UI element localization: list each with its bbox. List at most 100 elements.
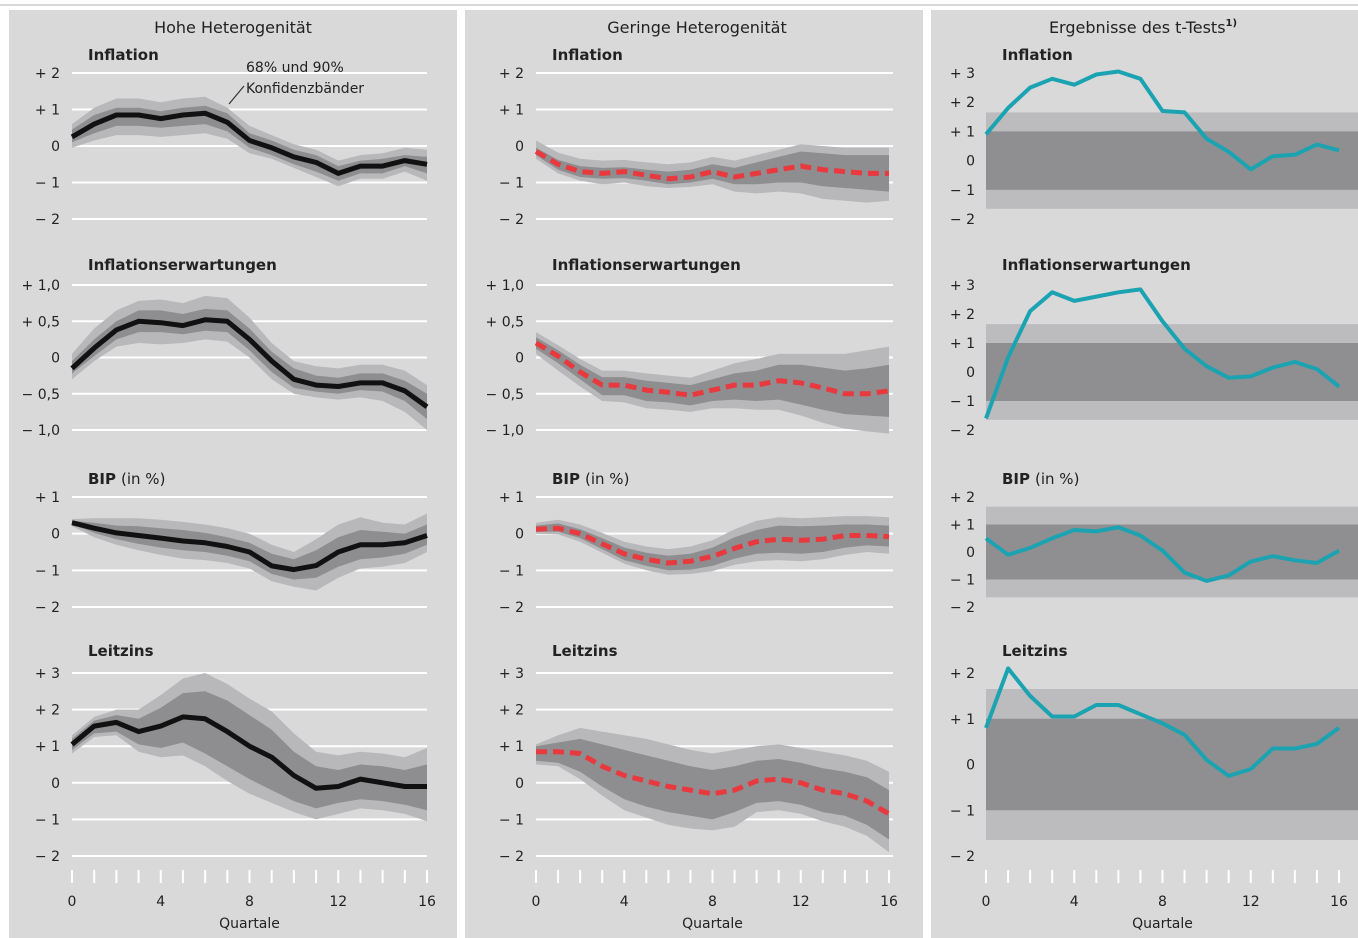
y-tick-label: + 1,0	[486, 278, 524, 294]
x-axis-title: Quartale	[682, 916, 743, 932]
y-tick-label: + 1	[499, 739, 524, 755]
x-axis-title: Quartale	[219, 916, 280, 932]
y-tick-label: + 2	[499, 703, 524, 719]
y-tick-label: 0	[515, 527, 524, 543]
x-tick-label: 12	[1242, 894, 1260, 910]
y-tick-label: − 1	[35, 563, 60, 579]
chart-geringe-heterogenitaet-leitzins: Leitzins + 3 + 2 + 1 0 − 1 − 2	[499, 642, 893, 865]
chart-hohe-heterogenitaet-bip: BIP (in %) + 1 0 − 1 − 2	[35, 470, 428, 616]
y-tick-label: + 1	[35, 490, 60, 506]
y-tick-label: − 2	[950, 212, 975, 228]
chart-title-geringe-heterogenitaet-inflationserwartungen: Inflationserwartungen	[552, 256, 741, 274]
y-tick-label: + 2	[35, 66, 60, 82]
t-statistic-line-ergebnisse-des-t-tests-leitzins	[984, 666, 1341, 778]
x-tick-label: 16	[418, 894, 436, 910]
y-tick-label: 0	[966, 154, 975, 170]
y-tick-label: 0	[51, 527, 60, 543]
x-tick-label: 12	[792, 894, 810, 910]
chart-geringe-heterogenitaet-inflationserwartungen: Inflationserwartungen + 1,0 + 0,5 0 − 0,5 − 1…	[486, 256, 893, 439]
y-tick-label: + 3	[499, 666, 524, 682]
y-tick-label: + 2	[35, 703, 60, 719]
y-tick-label: 0	[966, 545, 975, 561]
y-tick-label: − 1	[950, 183, 975, 199]
panel-title-geringe-heterogenitaet: Geringe Heterogenität	[607, 18, 786, 37]
y-tick-label: − 1	[950, 573, 975, 589]
x-tick-label: 16	[880, 894, 898, 910]
y-tick-label: − 1	[950, 803, 975, 819]
chart-title-ergebnisse-des-t-tests-inflation: Inflation	[1002, 46, 1073, 64]
median-response-line-hohe-heterogenitaet-inflation	[70, 110, 428, 176]
y-tick-label: − 0,5	[486, 387, 524, 403]
y-tick-label: − 0,5	[22, 387, 60, 403]
chart-title-ergebnisse-des-t-tests-bip: BIP (in %)	[1002, 470, 1079, 488]
y-tick-label: + 1	[35, 739, 60, 755]
y-tick-label: − 1	[499, 176, 524, 192]
x-tick-label: 16	[1330, 894, 1348, 910]
panel-title-t-tests: Ergebnisse des t-Tests1)	[1049, 18, 1237, 37]
y-tick-label: + 1,0	[22, 278, 60, 294]
confidence-band-68-geringe-heterogenitaet-leitzins	[536, 738, 889, 840]
x-axis-hohe-heterogenitaet: 0 4 8 12 16 Quartale	[68, 870, 436, 932]
y-tick-label: − 2	[950, 600, 975, 616]
y-tick-label: + 3	[950, 278, 975, 294]
y-tick-label: + 1	[950, 518, 975, 534]
y-tick-label: + 3	[950, 66, 975, 82]
x-tick-label: 0	[982, 894, 991, 910]
significance-band-68-ergebnisse-des-t-tests-bip	[986, 524, 1358, 580]
chart-ergebnisse-des-t-tests-inflation: Inflation + 3 + 2 + 1 0 − 1 − 2	[950, 46, 1358, 228]
chart-geringe-heterogenitaet-inflation: Inflation + 2 + 1 0 − 1 − 2	[499, 46, 893, 228]
chart-ergebnisse-des-t-tests-leitzins: Leitzins + 2 + 1 0 − 1 − 2	[950, 642, 1358, 865]
confidence-band-68-geringe-heterogenitaet-inflation	[536, 147, 889, 192]
chart-title-hohe-heterogenitaet-bip: BIP (in %)	[88, 470, 165, 488]
x-tick-label: 4	[156, 894, 165, 910]
y-tick-label: − 2	[950, 423, 975, 439]
chart-title-hohe-heterogenitaet-inflation: Inflation	[88, 46, 159, 64]
y-tick-label: 0	[515, 351, 524, 367]
chart-title-ergebnisse-des-t-tests-inflationserwartungen: Inflationserwartungen	[1002, 256, 1191, 274]
y-tick-label: − 2	[35, 212, 60, 228]
chart-geringe-heterogenitaet-bip: BIP (in %) + 1 0 − 1 − 2	[499, 470, 893, 616]
panel-title-hohe-heterogenitaet: Hohe Heterogenität	[154, 18, 312, 37]
y-tick-label: − 1	[499, 812, 524, 828]
y-tick-label: − 1	[35, 176, 60, 192]
confidence-band-68-geringe-heterogenitaet-inflationserwartungen	[536, 337, 889, 417]
annotation-leader-line	[228, 85, 245, 105]
x-axis-ergebnisse-des-t-tests: 0 4 8 12 16 Quartale	[982, 870, 1348, 932]
y-tick-label: − 2	[950, 849, 975, 865]
y-tick-label: − 2	[35, 849, 60, 865]
chart-hohe-heterogenitaet-inflationserwartungen: Inflationserwartungen + 1,0 + 0,5 0 − 0,5 − 1…	[22, 256, 429, 439]
x-tick-label: 4	[1070, 894, 1079, 910]
median-response-line-hohe-heterogenitaet-inflationserwartungen	[70, 317, 429, 409]
y-tick-label: 0	[966, 365, 975, 381]
y-tick-label: + 1	[499, 490, 524, 506]
significance-band-68-ergebnisse-des-t-tests-inflationserwartungen	[986, 343, 1358, 401]
median-response-line-geringe-heterogenitaet-inflationserwartungen	[534, 340, 890, 398]
y-tick-label: + 2	[499, 66, 524, 82]
y-tick-label: − 2	[499, 600, 524, 616]
chart-ergebnisse-des-t-tests-inflationserwartungen: Inflationserwartungen + 3 + 2 + 1 0 − 1 − 2	[950, 256, 1358, 439]
x-tick-label: 0	[68, 894, 77, 910]
y-tick-label: 0	[515, 139, 524, 155]
x-tick-label: 8	[708, 894, 717, 910]
chart-title-geringe-heterogenitaet-leitzins: Leitzins	[552, 642, 618, 660]
confidence-band-68-hohe-heterogenitaet-leitzins	[72, 691, 427, 811]
chart-title-ergebnisse-des-t-tests-leitzins: Leitzins	[1002, 642, 1068, 660]
chart-title-hohe-heterogenitaet-leitzins: Leitzins	[88, 642, 154, 660]
median-response-line-hohe-heterogenitaet-leitzins	[70, 714, 427, 791]
significance-band-68-ergebnisse-des-t-tests-inflation	[986, 131, 1358, 190]
y-tick-label: + 1	[950, 336, 975, 352]
annotation-confidence-bands-line2: Konfidenzbänder	[246, 81, 364, 97]
t-statistic-line-ergebnisse-des-t-tests-inflation	[984, 69, 1340, 172]
confidence-band-68-hohe-heterogenitaet-inflation	[72, 105, 427, 181]
confidence-band-68-geringe-heterogenitaet-bip	[536, 523, 889, 571]
y-tick-label: − 1,0	[22, 423, 60, 439]
x-tick-label: 4	[620, 894, 629, 910]
y-tick-label: + 0,5	[486, 314, 524, 330]
y-tick-label: 0	[966, 758, 975, 774]
y-tick-label: − 2	[35, 600, 60, 616]
y-tick-label: + 2	[950, 490, 975, 506]
chart-ergebnisse-des-t-tests-bip: BIP (in %) + 2 + 1 0 − 1 − 2	[950, 470, 1358, 616]
y-tick-label: − 1	[950, 394, 975, 410]
x-tick-label: 12	[329, 894, 347, 910]
